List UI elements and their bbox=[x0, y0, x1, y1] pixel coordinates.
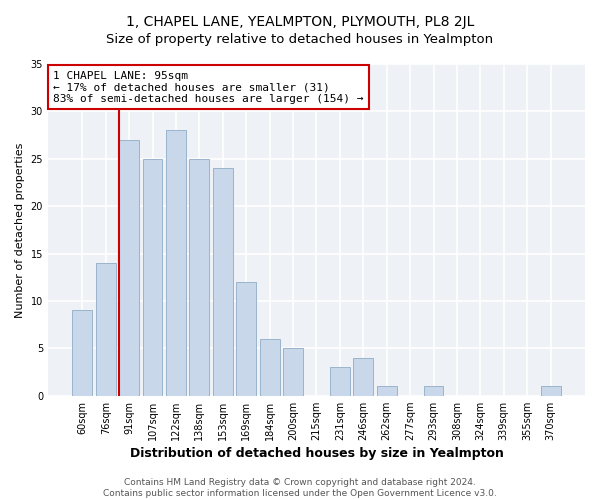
Bar bbox=[541, 386, 560, 396]
Text: 1, CHAPEL LANE, YEALMPTON, PLYMOUTH, PL8 2JL: 1, CHAPEL LANE, YEALMPTON, PLYMOUTH, PL8… bbox=[126, 15, 474, 29]
Text: Contains HM Land Registry data © Crown copyright and database right 2024.
Contai: Contains HM Land Registry data © Crown c… bbox=[103, 478, 497, 498]
Bar bbox=[236, 282, 256, 396]
Bar bbox=[96, 263, 116, 396]
Bar bbox=[213, 168, 233, 396]
Bar bbox=[283, 348, 303, 396]
Text: Size of property relative to detached houses in Yealmpton: Size of property relative to detached ho… bbox=[106, 32, 494, 46]
Bar bbox=[119, 140, 139, 396]
Y-axis label: Number of detached properties: Number of detached properties bbox=[15, 142, 25, 318]
Text: 1 CHAPEL LANE: 95sqm
← 17% of detached houses are smaller (31)
83% of semi-detac: 1 CHAPEL LANE: 95sqm ← 17% of detached h… bbox=[53, 70, 364, 104]
Bar bbox=[377, 386, 397, 396]
Bar bbox=[143, 159, 163, 396]
Bar bbox=[166, 130, 186, 396]
Bar bbox=[424, 386, 443, 396]
Bar bbox=[330, 368, 350, 396]
Bar bbox=[73, 310, 92, 396]
Bar bbox=[353, 358, 373, 396]
Bar bbox=[190, 159, 209, 396]
Bar bbox=[260, 339, 280, 396]
X-axis label: Distribution of detached houses by size in Yealmpton: Distribution of detached houses by size … bbox=[130, 447, 503, 460]
